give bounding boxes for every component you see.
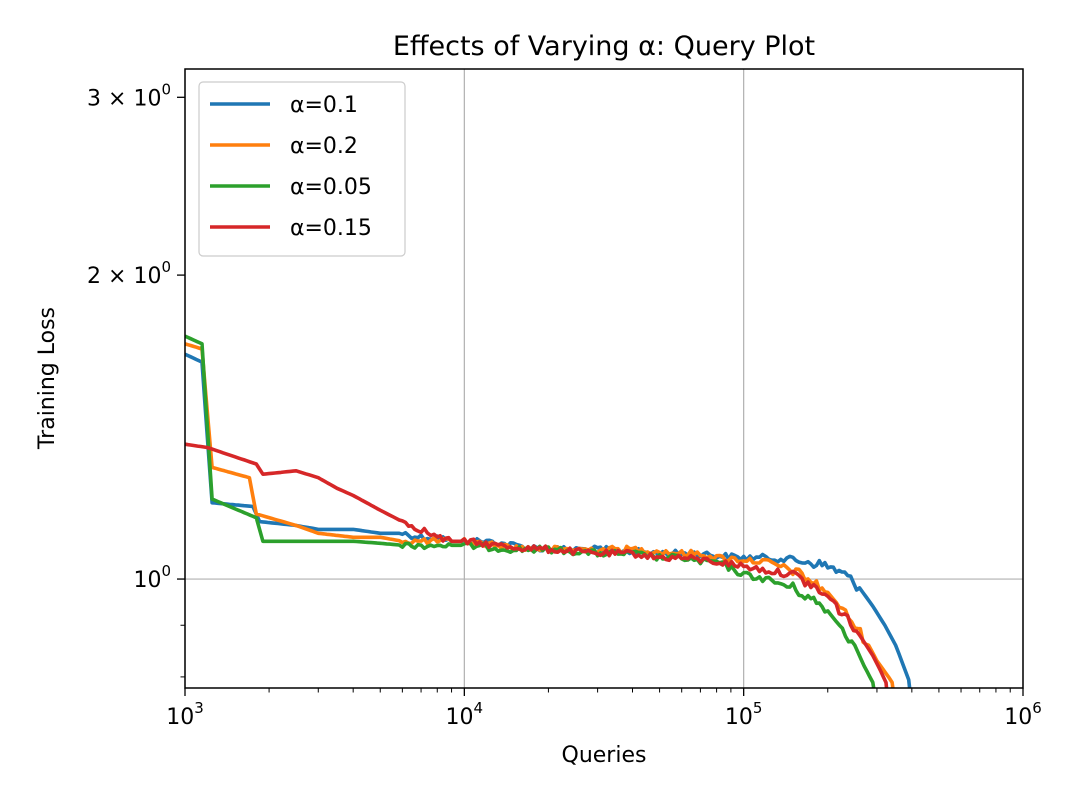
y-tick-label: 3 × 100 [87, 80, 171, 111]
legend-label: α=0.05 [290, 175, 372, 200]
legend-label: α=0.2 [290, 134, 358, 159]
legend-label: α=0.1 [290, 93, 358, 118]
y-axis-title: Training Loss [35, 307, 60, 450]
y-tick-label: 100 [133, 562, 171, 593]
plot-frame [184, 68, 1024, 689]
legend: α=0.1 α=0.2 α=0.05 α=0.15 [198, 81, 406, 257]
y-tick-label: 2 × 100 [87, 258, 171, 289]
series-layer [185, 334, 912, 688]
x-axis: 103 104 105 106 [166, 688, 1042, 730]
legend-label: α=0.15 [290, 216, 372, 241]
legend-box [198, 81, 406, 257]
x-axis-title: Queries [562, 743, 647, 768]
x-tick-label: 103 [166, 699, 204, 730]
chart-title: Effects of Varying α: Query Plot [393, 31, 815, 62]
x-tick-label: 106 [1004, 699, 1042, 730]
series-line-4 [185, 442, 889, 688]
x-tick-label: 105 [725, 699, 763, 730]
y-axis: 100 2 × 100 3 × 100 [87, 80, 185, 678]
x-tick-label: 104 [446, 699, 484, 730]
